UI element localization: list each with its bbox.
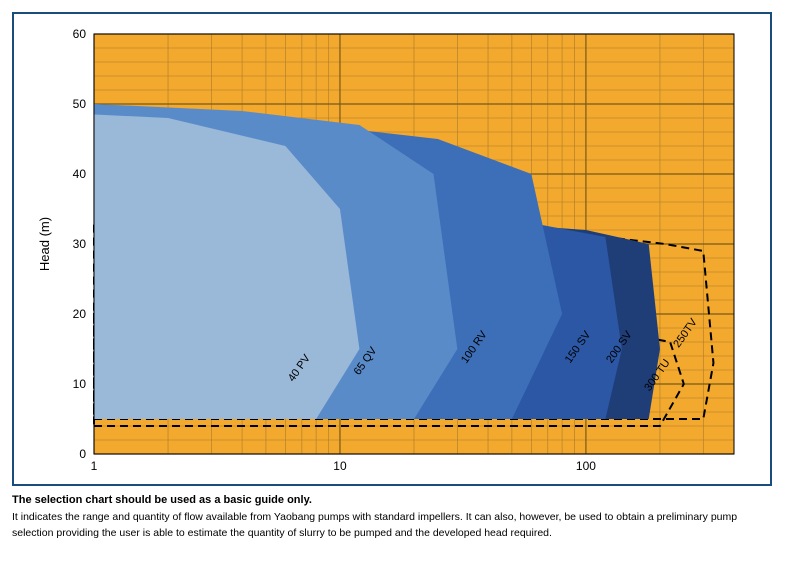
svg-text:1: 1 — [91, 459, 98, 473]
chart-frame: 250TV300 TU200 SV150 SV100 RV65 QV40 PV1… — [12, 12, 772, 486]
svg-text:20: 20 — [73, 307, 87, 321]
svg-text:0: 0 — [79, 447, 86, 461]
svg-text:50: 50 — [73, 97, 87, 111]
caption: The selection chart should be used as a … — [12, 494, 772, 542]
svg-text:100: 100 — [576, 459, 596, 473]
y-axis-label: Head (m) — [37, 217, 52, 271]
svg-text:30: 30 — [73, 237, 87, 251]
caption-bold: The selection chart should be used as a … — [12, 494, 772, 506]
pump-selection-chart: 250TV300 TU200 SV150 SV100 RV65 QV40 PV1… — [24, 24, 748, 474]
svg-text:10: 10 — [333, 459, 347, 473]
caption-body: It indicates the range and quantity of f… — [12, 510, 772, 542]
svg-text:40: 40 — [73, 167, 87, 181]
svg-text:60: 60 — [73, 27, 87, 41]
svg-text:10: 10 — [73, 377, 87, 391]
